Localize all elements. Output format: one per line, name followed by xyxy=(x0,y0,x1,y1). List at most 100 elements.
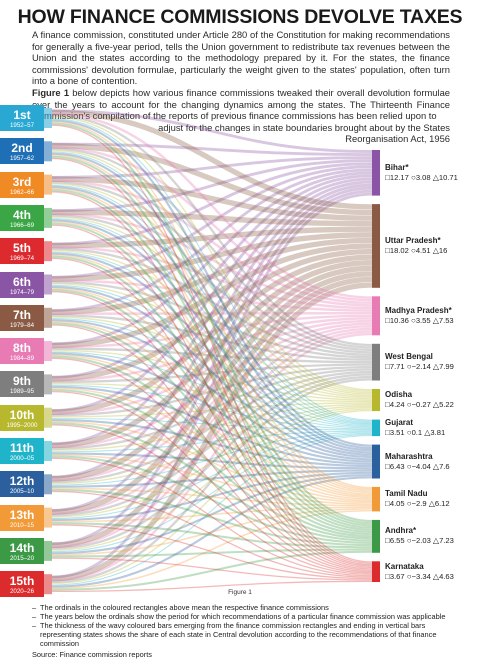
commission-connector xyxy=(44,274,52,295)
commission-years: 1952–57 xyxy=(9,122,35,129)
commission-years: 1962–66 xyxy=(9,188,35,196)
flow-band xyxy=(51,471,373,522)
state-name: Uttar Pradesh* xyxy=(385,235,441,245)
state-label: Bihar* □12.17 ○3.08 △10.71 xyxy=(385,163,480,183)
state-label: Maharashtra □6.43 ○−4.04 △7.6 xyxy=(385,452,480,472)
flow-band xyxy=(51,248,373,382)
flow-band xyxy=(51,156,373,179)
commission-years: 1979–84 xyxy=(9,321,35,329)
flow-band xyxy=(51,287,373,497)
flow-band xyxy=(51,508,373,556)
page-title: HOW FINANCE COMMISSIONS DEVOLVE TAXES xyxy=(17,6,463,28)
flow-band xyxy=(51,403,373,451)
flow-band xyxy=(51,318,373,428)
flow-band xyxy=(51,311,373,316)
circle-icon: ○ xyxy=(410,172,416,182)
state-value: 7.53 xyxy=(438,315,454,325)
flow-band xyxy=(51,221,373,494)
state-value: 3.55 xyxy=(415,315,433,325)
flow-band xyxy=(51,365,373,417)
flow-bands xyxy=(51,109,373,593)
commission-box-7th: 7th 1979–84 xyxy=(0,304,44,331)
flow-band xyxy=(51,317,373,382)
flow-band xyxy=(51,154,373,491)
commission-ordinal: 10th xyxy=(9,407,35,422)
flow-band xyxy=(51,124,373,563)
flow-band xyxy=(51,488,373,547)
commission-ordinal: 4th xyxy=(13,207,31,222)
square-icon: □ xyxy=(385,427,390,437)
flow-band xyxy=(51,384,373,430)
state-value: −4.04 xyxy=(411,461,433,471)
commission-connector xyxy=(44,174,52,195)
state-label: Gujarat □3.51 ○0.1 △3.81 xyxy=(385,418,480,438)
flow-band xyxy=(51,432,373,519)
flow-band xyxy=(51,152,373,450)
flow-band xyxy=(51,183,373,479)
state-value: 18.02 xyxy=(389,245,411,255)
flow-band xyxy=(51,321,373,499)
flow-band xyxy=(51,434,373,586)
commission-box-15th: 15th 2020–26 xyxy=(0,571,44,598)
triangle-icon: △ xyxy=(428,499,435,509)
state-value: 4.24 xyxy=(389,400,407,410)
note-item: – The thickness of the wavy coloured bars… xyxy=(32,621,452,648)
note-text: The ordinals in the coloured rectangles … xyxy=(40,603,329,612)
flow-band xyxy=(51,349,373,401)
state-values: □6.55 ○−2.03 △7.23 xyxy=(385,536,480,546)
note-text: The thickness of the wavy coloured bars … xyxy=(40,621,437,648)
flow-band xyxy=(51,114,373,347)
commission-ordinal: 12th xyxy=(9,474,35,489)
flow-band xyxy=(51,327,373,515)
flow-band xyxy=(51,162,373,246)
flow-band xyxy=(51,222,373,529)
state-values: □3.67 ○−3.34 △4.63 xyxy=(385,572,480,582)
commission-years: 1984–89 xyxy=(9,355,35,363)
flow-band xyxy=(51,522,373,549)
state-value: 3.81 xyxy=(430,427,446,437)
triangle-icon: △ xyxy=(424,427,431,437)
state-value: 5.22 xyxy=(439,400,454,410)
flow-band xyxy=(51,181,373,352)
flow-band xyxy=(51,280,373,359)
flow-band xyxy=(51,285,373,459)
flow-band xyxy=(51,385,373,465)
commission-box-1st: 1st 1952–57 xyxy=(0,105,44,131)
commission-ordinal: 1st xyxy=(13,108,31,122)
state-name: Maharashtra xyxy=(385,451,433,461)
triangle-icon: △ xyxy=(432,315,439,325)
state-bar xyxy=(372,519,380,553)
flow-band xyxy=(51,189,373,546)
flow-band xyxy=(51,452,373,470)
flow-band xyxy=(51,390,373,574)
note-dash: – xyxy=(32,612,37,621)
triangle-icon: △ xyxy=(432,172,439,182)
circle-icon: ○ xyxy=(406,400,412,410)
note-item: – The ordinals in the coloured rectangles… xyxy=(32,603,452,612)
flow-band xyxy=(51,469,373,488)
flow-band xyxy=(51,409,373,585)
flow-band xyxy=(51,184,373,423)
triangle-icon: △ xyxy=(432,536,440,546)
flow-band xyxy=(51,232,373,282)
state-bar xyxy=(372,204,380,288)
flow-band xyxy=(51,378,373,583)
flow-band xyxy=(51,363,373,384)
flow-band xyxy=(51,316,373,400)
commission-years: 2005–10 xyxy=(9,488,35,496)
flow-band xyxy=(51,185,373,452)
commission-connector xyxy=(44,474,52,495)
flow-band xyxy=(51,424,373,576)
flow-band xyxy=(51,487,373,507)
flow-band xyxy=(51,226,373,249)
state-name: Gujarat xyxy=(385,417,414,427)
state-values: □4.05 ○−2.9 △6.12 xyxy=(385,499,480,509)
state-value: −2.03 xyxy=(411,536,433,546)
commission-years: 2000–05 xyxy=(9,455,35,462)
state-value: 6.12 xyxy=(434,499,450,509)
state-value: 10.71 xyxy=(438,172,458,182)
flow-band xyxy=(51,284,373,427)
flow-band xyxy=(51,509,373,589)
commission-years: 1989–95 xyxy=(9,388,35,396)
